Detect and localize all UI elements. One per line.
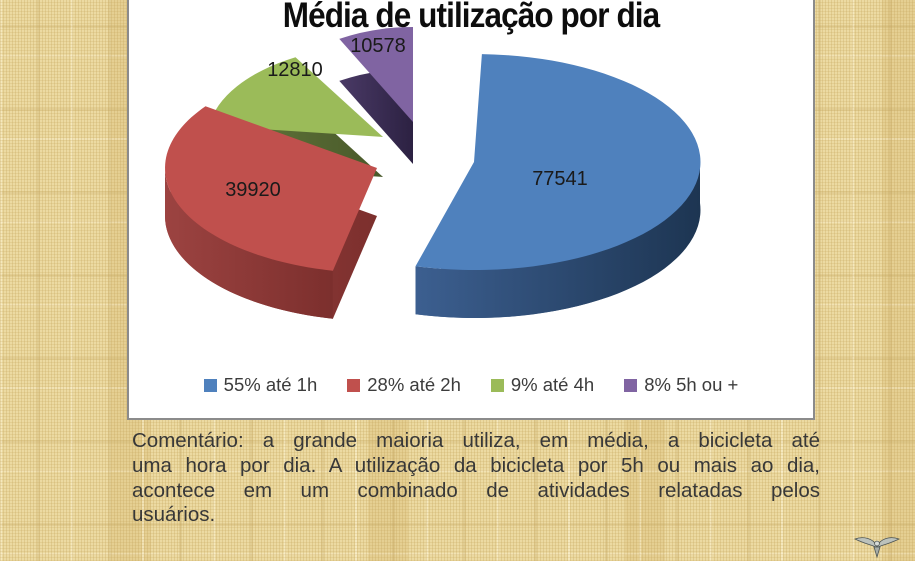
pie-chart: 77541 39920 12810 10578: [165, 26, 701, 319]
chart-panel: 77541 39920 12810 10578 Média de utiliza…: [127, 0, 815, 420]
chart-legend: 55% até 1h 28% até 2h 9% até 4h 8% 5h ou…: [129, 374, 813, 396]
comment-line-4: usuários.: [132, 503, 216, 527]
pie-label-value-1: 39920: [225, 179, 281, 201]
pie-label-value-0: 77541: [532, 168, 588, 190]
legend-item-3: 8% 5h ou +: [624, 374, 738, 396]
legend-label-0: 55% até 1h: [223, 374, 318, 395]
chart-title: Média de utilização por dia: [282, 0, 660, 35]
legend-item-2: 9% até 4h: [490, 374, 595, 396]
legend-swatch-red-icon: [347, 378, 361, 392]
eagle-wings-logo: [853, 537, 901, 559]
legend-label-2: 9% até 4h: [510, 374, 595, 395]
comment-line-1: Comentário: a grande maioria utiliza, em…: [132, 429, 820, 452]
legend-item-1: 28% até 2h: [347, 374, 461, 396]
comment-text: Comentário: a grande maioria utiliza, em…: [132, 429, 820, 528]
pie-label-value-2: 12810: [267, 59, 323, 81]
legend-label-1: 28% até 2h: [367, 374, 461, 395]
comment-line-3: acontece em um combinado de atividades r…: [132, 478, 820, 502]
comment-line-2: uma hora por dia. A utilização da bicicl…: [132, 453, 820, 477]
pie-slices: [165, 26, 701, 319]
pie-label-value-3: 10578: [350, 35, 406, 57]
legend-item-0: 55% até 1h: [203, 374, 318, 396]
legend-swatch-purple-icon: [624, 378, 638, 392]
legend-label-3: 8% 5h ou +: [644, 374, 739, 395]
legend-swatch-green-icon: [490, 378, 504, 392]
legend-swatch-blue-icon: [203, 378, 217, 392]
